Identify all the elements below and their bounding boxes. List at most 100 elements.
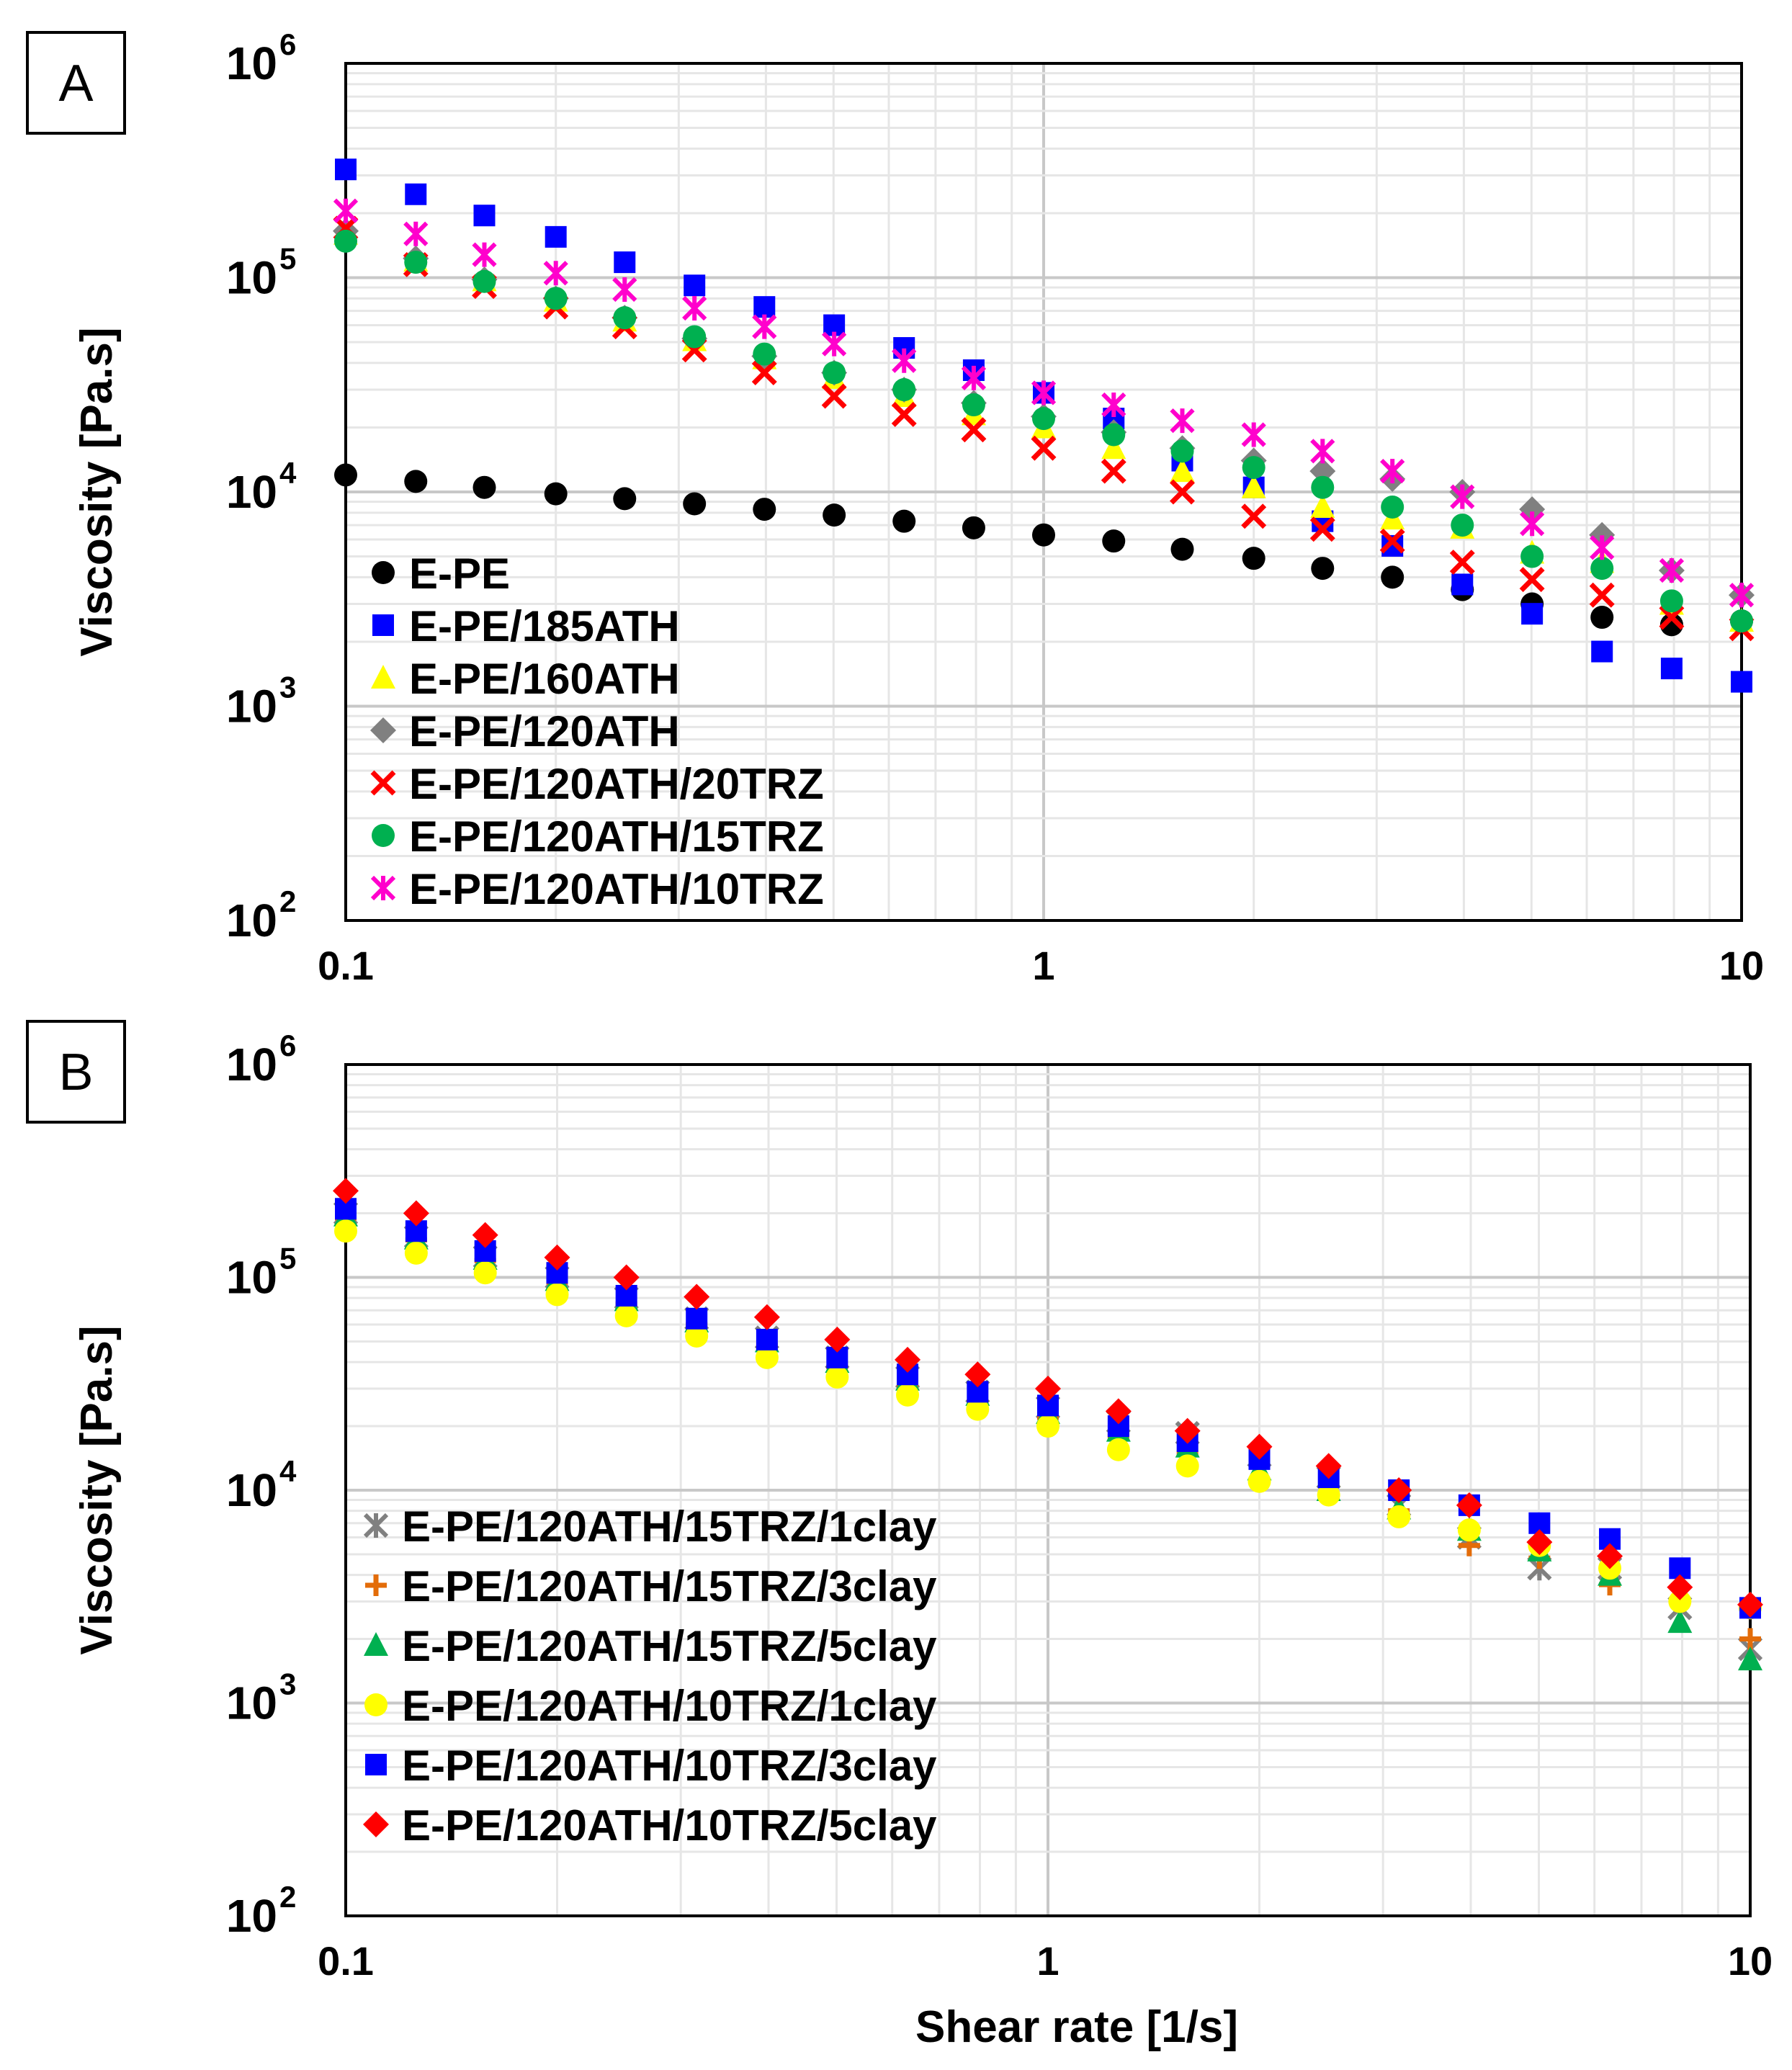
data-point <box>1660 658 1683 680</box>
legend-label: E-PE/185ATH <box>409 602 680 650</box>
data-point <box>1668 1590 1692 1613</box>
data-point <box>544 1244 570 1271</box>
data-point <box>1309 516 1335 542</box>
data-point <box>683 492 707 516</box>
y-tick-exponent: 4 <box>279 456 297 490</box>
legend-marker <box>364 1693 387 1716</box>
x-tick-label: 1 <box>1032 943 1054 988</box>
data-point <box>1035 1376 1061 1402</box>
data-point <box>1381 495 1405 519</box>
data-point <box>1174 1417 1201 1444</box>
data-point <box>1170 479 1195 505</box>
data-point <box>473 1261 497 1285</box>
data-point <box>1659 589 1683 613</box>
data-point <box>1032 407 1055 431</box>
legend-entry: E-PE/120ATH/20TRZ <box>370 760 824 808</box>
data-point <box>1730 609 1753 633</box>
y-tick-base: 10 <box>226 895 277 946</box>
data-point <box>1311 557 1335 581</box>
data-point <box>752 314 777 339</box>
x-tick-label: 10 <box>1719 943 1764 988</box>
data-point <box>1241 474 1266 498</box>
legend-marker <box>370 717 396 743</box>
data-point <box>961 365 987 391</box>
legend: E-PEE-PE/185ATHE-PE/160ATHE-PE/120ATHE-P… <box>370 550 824 913</box>
x-tick-label: 0.1 <box>318 943 374 988</box>
y-tick-exponent: 6 <box>279 27 296 61</box>
panel-label-box <box>26 1020 126 1124</box>
data-point <box>1175 1454 1199 1478</box>
legend-label: E-PE <box>409 550 510 598</box>
legend-entry: E-PE/185ATH <box>372 602 680 650</box>
data-point <box>1309 458 1336 485</box>
data-point <box>404 1241 428 1265</box>
data-point <box>1387 1505 1411 1528</box>
data-point <box>1317 1483 1340 1507</box>
y-tick-base: 10 <box>226 681 277 732</box>
data-point <box>1031 435 1057 461</box>
data-point <box>613 1264 640 1291</box>
legend-label: E-PE/120ATH/15TRZ/1clay <box>402 1502 937 1551</box>
data-point <box>1450 484 1475 509</box>
legend-label: E-PE/120ATH/10TRZ/3clay <box>402 1742 937 1790</box>
data-point <box>612 277 637 303</box>
data-point <box>823 361 846 385</box>
data-point <box>1031 380 1057 406</box>
data-point <box>891 401 917 427</box>
data-point <box>404 470 428 493</box>
x-tick-label: 10 <box>1728 1938 1773 1984</box>
y-axis-label: Viscosity [Pa.s] <box>72 327 122 656</box>
data-point <box>543 261 568 286</box>
data-point <box>473 205 496 227</box>
y-axis-label: Viscosity [Pa.s] <box>72 1325 122 1654</box>
legend-marker <box>372 614 394 636</box>
data-point <box>1519 567 1545 593</box>
data-point <box>1738 1646 1762 1671</box>
data-point <box>403 1200 429 1227</box>
data-point <box>751 360 777 385</box>
data-point <box>1247 1469 1271 1493</box>
legend-label: E-PE/120ATH/10TRZ/1clay <box>402 1682 937 1730</box>
data-point <box>823 503 846 527</box>
series-5 <box>333 1178 1763 1618</box>
data-point <box>1379 528 1405 554</box>
y-tick-exponent: 2 <box>279 1880 296 1914</box>
data-point <box>1590 557 1614 581</box>
data-point <box>684 1283 710 1310</box>
data-point <box>1246 1433 1273 1460</box>
data-point <box>544 287 568 310</box>
data-point <box>1731 671 1752 693</box>
legend-marker <box>372 561 395 584</box>
legend-marker <box>372 824 395 847</box>
y-tick-base: 10 <box>226 37 277 89</box>
data-point <box>753 498 776 521</box>
panel-label-box <box>26 31 126 135</box>
legend-marker <box>365 1574 387 1596</box>
data-point <box>683 325 707 349</box>
data-point <box>333 198 359 223</box>
panel-label: B <box>58 1044 93 1101</box>
legend-marker <box>365 1754 387 1775</box>
data-point <box>895 1346 921 1373</box>
legend-marker <box>363 1513 389 1538</box>
data-point <box>403 221 429 246</box>
series-6 <box>333 198 1755 608</box>
gridlines <box>346 1065 1750 1916</box>
data-point <box>472 269 496 293</box>
data-point <box>966 1397 990 1421</box>
data-point <box>545 225 567 248</box>
data-point <box>1521 603 1544 625</box>
data-point <box>825 1365 849 1389</box>
data-point <box>1102 529 1126 553</box>
data-point <box>1520 545 1544 568</box>
data-point <box>892 378 916 402</box>
plot-frame <box>344 62 1743 922</box>
legend: E-PE/120ATH/15TRZ/1clay E-PE/120ATH/15TRZ… <box>363 1502 937 1850</box>
data-point <box>1170 439 1194 463</box>
series-5 <box>334 229 1753 633</box>
data-point <box>1457 1518 1481 1542</box>
data-point <box>1597 1543 1623 1569</box>
data-point <box>753 296 776 318</box>
data-point <box>1310 493 1335 518</box>
